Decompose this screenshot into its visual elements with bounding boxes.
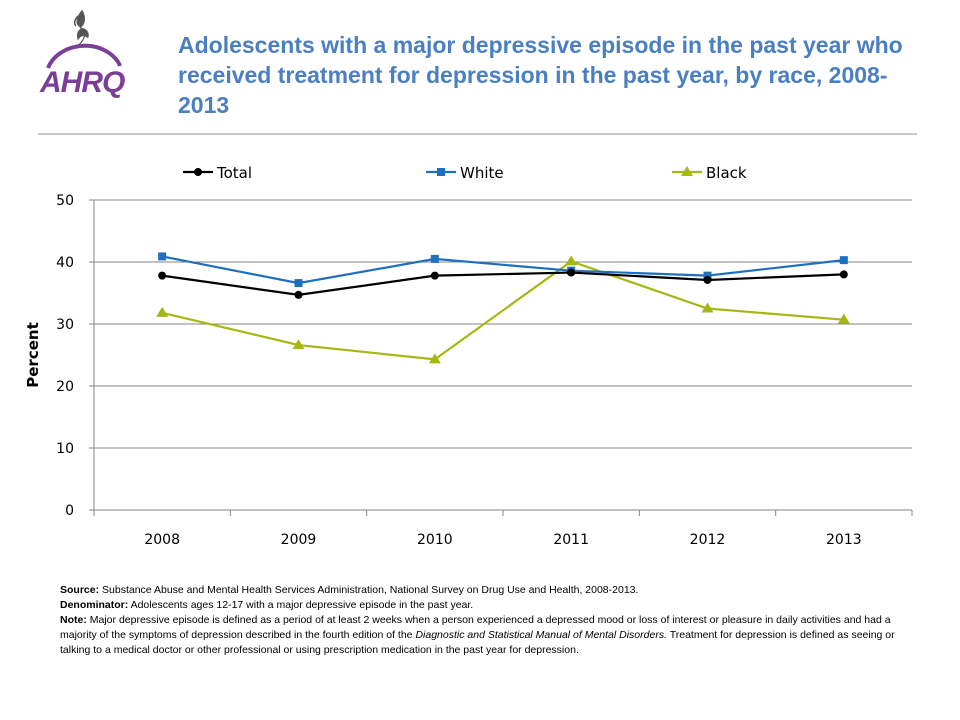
data-point-total <box>158 271 167 280</box>
legend: Total White Black <box>183 164 747 182</box>
data-point-total <box>703 275 712 284</box>
footnotes: Source: Substance Abuse and Mental Healt… <box>60 583 926 658</box>
ahrq-logo: AHRQ <box>39 9 126 98</box>
hhs-eagle-icon <box>73 9 89 47</box>
data-point-black <box>292 339 305 350</box>
data-point-white <box>158 252 167 261</box>
definition-note: Note: Major depressive episode is define… <box>60 614 895 656</box>
page-title: Adolescents with a major depressive epis… <box>178 32 903 118</box>
data-point-black <box>565 255 578 266</box>
y-tick-label: 30 <box>56 317 74 333</box>
data-point-white <box>294 279 303 288</box>
data-point-total <box>839 270 848 279</box>
data-point-white <box>703 271 712 280</box>
series-black <box>156 255 850 364</box>
y-tick-label: 40 <box>56 255 74 271</box>
line-chart: 0 10 20 30 40 50 2008 2009 2010 2011 2012 2013 Tota… <box>24 164 913 548</box>
legend-item-black: Black <box>672 164 747 182</box>
legend-marker-white <box>437 168 445 176</box>
source-note: Source: Substance Abuse and Mental Healt… <box>60 584 639 596</box>
gridlines <box>94 199 912 449</box>
legend-label-black: Black <box>706 164 747 182</box>
series-total <box>158 268 848 299</box>
y-axis-label: Percent <box>24 322 42 387</box>
series-line-white <box>161 255 844 285</box>
y-tick-label: 0 <box>65 503 74 519</box>
x-tick-label: 2008 <box>144 532 180 548</box>
data-point-black <box>701 302 714 313</box>
legend-label-white: White <box>460 164 504 182</box>
x-tick-label: 2010 <box>417 532 453 548</box>
legend-marker-total <box>194 168 202 176</box>
data-point-total <box>294 290 303 299</box>
x-tick-label: 2012 <box>690 532 726 548</box>
series-white <box>158 252 848 288</box>
data-point-total <box>567 268 576 277</box>
series-line-total <box>162 271 844 296</box>
data-point-black <box>156 306 169 317</box>
data-point-white <box>430 254 439 263</box>
data-point-black <box>428 353 441 364</box>
data-point-total <box>430 271 439 280</box>
legend-item-total: Total <box>183 164 252 182</box>
denominator-note: Denominator: Adolescents ages 12-17 with… <box>60 599 474 611</box>
legend-label-total: Total <box>216 164 252 182</box>
legend-item-white: White <box>426 164 504 182</box>
y-tick-label: 10 <box>56 441 74 457</box>
series <box>156 252 850 364</box>
x-tick-label: 2013 <box>826 532 862 548</box>
axes: 0 10 20 30 40 50 2008 2009 2010 2011 2012 2013 <box>56 193 913 548</box>
legend-marker-black <box>681 166 693 176</box>
logo-arc <box>46 43 122 69</box>
y-tick-label: 50 <box>56 193 74 209</box>
x-tick-label: 2009 <box>281 532 317 548</box>
title-divider <box>38 133 917 135</box>
logo-text: AHRQ <box>39 66 125 98</box>
data-point-white <box>839 256 848 265</box>
x-tick-label: 2011 <box>553 532 589 548</box>
y-tick-label: 20 <box>56 379 74 395</box>
data-point-black <box>837 313 850 324</box>
series-line-black <box>161 260 844 361</box>
